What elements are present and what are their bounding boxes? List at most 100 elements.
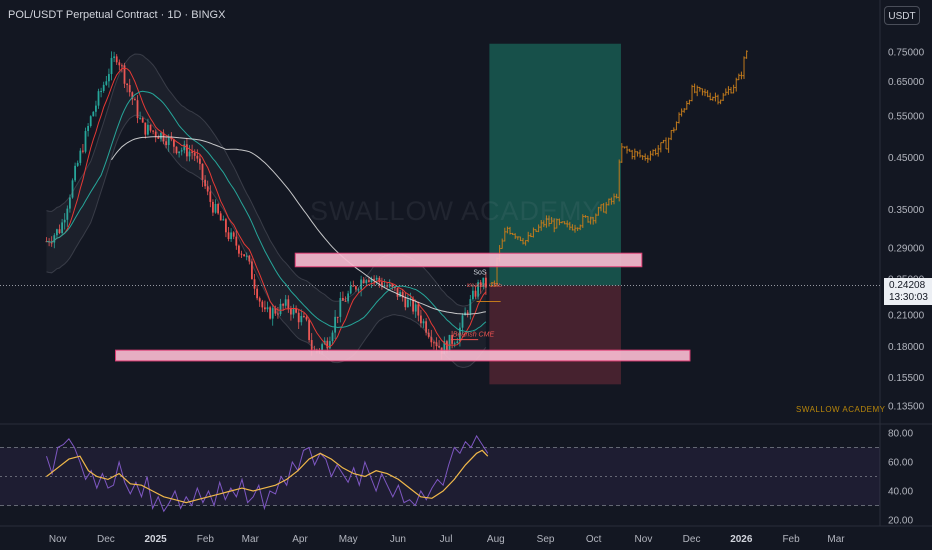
candle-body [435, 342, 438, 347]
zone-resistance [294, 252, 643, 268]
candle-body [165, 141, 168, 146]
candle-body [139, 117, 142, 119]
candle-body [227, 232, 230, 240]
candle-body [355, 286, 357, 290]
candle-body [245, 255, 248, 257]
candle-body [100, 90, 103, 92]
candle-body [225, 219, 227, 233]
position-profit-area [489, 43, 621, 286]
candle-body [292, 308, 295, 315]
candle-body [344, 300, 347, 302]
candle-body [427, 332, 430, 337]
candle-body [375, 277, 378, 280]
candle-body [134, 99, 136, 101]
candle-body [422, 321, 425, 324]
candle-body [258, 298, 261, 302]
current-price-value: 0.24208 [889, 280, 926, 292]
candle-body [232, 232, 235, 237]
annotation-sos: SoS [473, 270, 487, 277]
candle-body [71, 180, 74, 198]
candle-body [295, 308, 298, 313]
time-axis-label: Jun [390, 534, 406, 545]
price-axis-label: 0.15500 [888, 373, 925, 384]
candle-body [102, 84, 105, 91]
candle-body [381, 282, 383, 287]
candle-body [50, 242, 53, 244]
price-axis-label: 0.45000 [888, 153, 925, 164]
candle-body [414, 304, 417, 312]
candle-body [219, 213, 222, 221]
candle-body [214, 203, 217, 213]
time-axis-label: Nov [49, 534, 67, 545]
candle-body [365, 280, 368, 284]
candle-body [321, 344, 324, 351]
price-axis-label: 0.29000 [888, 244, 925, 255]
candle-body [240, 253, 243, 255]
candle-body [152, 130, 155, 132]
candle-body [448, 334, 451, 352]
rsi-axis-label: 40.00 [888, 487, 913, 498]
candle-body [438, 346, 441, 348]
time-axis-label: Mar [827, 534, 845, 545]
candle-body [149, 124, 152, 131]
candle-body [188, 151, 191, 157]
candle-body [82, 150, 84, 152]
candle-body [300, 315, 303, 323]
candle-body [334, 316, 337, 333]
time-axis-label: May [339, 534, 358, 545]
candle-body [287, 299, 290, 309]
candle-body [329, 341, 331, 349]
bollinger-lower [46, 114, 487, 368]
annotation-bearish-cme-1: Bearish CME [453, 332, 495, 339]
candle-body [357, 289, 360, 291]
candle-body [76, 162, 79, 166]
candle-body [201, 163, 204, 180]
candle-body [157, 136, 160, 139]
candle-body [290, 308, 292, 315]
ma-slow-line [111, 136, 486, 315]
candle-body [235, 236, 238, 246]
candle-body [404, 297, 407, 308]
candle-body [331, 332, 334, 342]
candle-body [248, 255, 251, 262]
candle-body [113, 56, 116, 58]
candle-body [407, 299, 409, 308]
candle-body [277, 313, 279, 315]
rsi-axis-label: 20.00 [888, 516, 913, 527]
candle-body [459, 327, 461, 342]
candle-body [128, 85, 131, 93]
candle-body [118, 62, 121, 66]
candle-body [282, 303, 285, 306]
candle-body [342, 297, 344, 301]
candle-body [84, 131, 87, 152]
candle-body [206, 186, 209, 192]
candle-body [339, 297, 342, 317]
candle-body [485, 277, 487, 288]
candle-body [144, 122, 147, 135]
time-axis-label: Aug [487, 534, 505, 545]
rsi-axis-label: 60.00 [888, 458, 913, 469]
candle-body [97, 91, 100, 106]
candle-body [121, 65, 123, 67]
brand-label: SWALLOW ACADEMY [796, 405, 886, 414]
candle-body [92, 111, 95, 117]
candle-body [479, 282, 482, 287]
currency-button[interactable]: USDT [884, 6, 920, 25]
candle-body [305, 317, 308, 320]
candle-body [173, 139, 175, 147]
candle-body [261, 301, 264, 308]
candle-body [74, 165, 77, 181]
candle-body [89, 116, 92, 126]
candle-body [453, 343, 456, 345]
candle-body [388, 284, 391, 287]
candle-body [196, 155, 199, 159]
candle-body [175, 146, 178, 154]
candle-body [264, 307, 266, 310]
candle-body [66, 208, 69, 220]
candle-body [63, 219, 66, 223]
time-axis-label: Jul [440, 534, 453, 545]
candle-body [417, 304, 420, 316]
candle-body [243, 254, 246, 257]
